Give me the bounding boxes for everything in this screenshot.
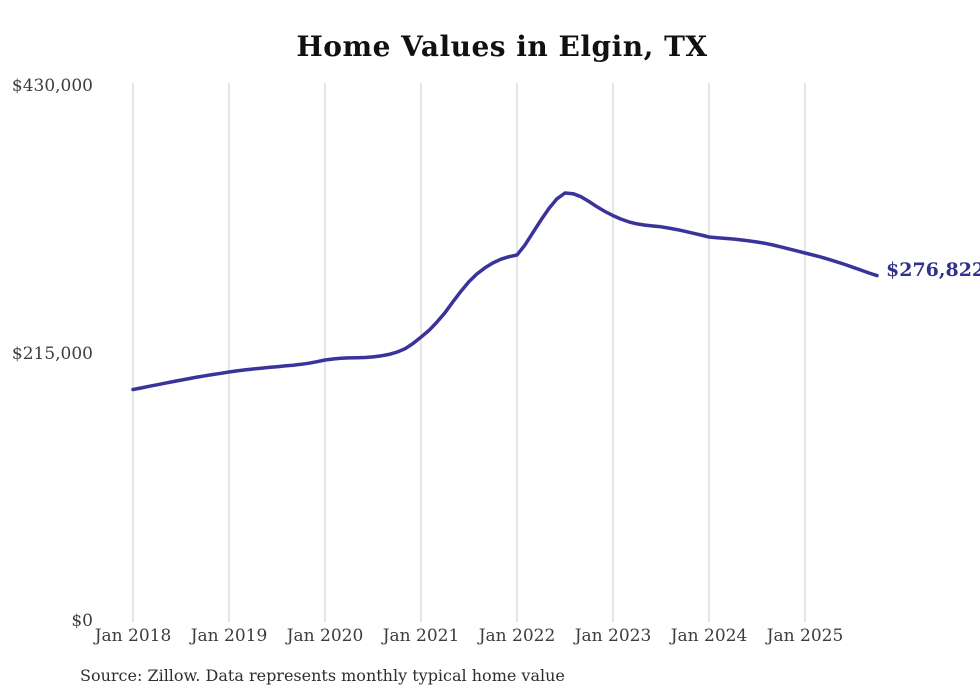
chart-title: Home Values in Elgin, TX xyxy=(296,30,708,63)
x-axis-label: Jan 2018 xyxy=(94,626,172,646)
end-value-label: $276,822 xyxy=(886,258,980,281)
x-axis-label: Jan 2023 xyxy=(574,626,652,646)
x-axis-label: Jan 2020 xyxy=(286,626,364,646)
x-axis-label: Jan 2021 xyxy=(382,626,460,646)
y-axis-label: $430,000 xyxy=(11,76,93,96)
x-axis-label: Jan 2024 xyxy=(670,626,748,646)
x-axis-label: Jan 2019 xyxy=(190,626,268,646)
x-axis-label: Jan 2022 xyxy=(478,626,556,646)
y-axis-label: $215,000 xyxy=(11,343,93,364)
home-value-line xyxy=(131,191,879,392)
source-note: Source: Zillow. Data represents monthly … xyxy=(80,666,565,685)
gridlines xyxy=(132,83,806,622)
x-axis-label: Jan 2025 xyxy=(766,626,844,646)
y-axis-label: $0 xyxy=(71,611,93,631)
